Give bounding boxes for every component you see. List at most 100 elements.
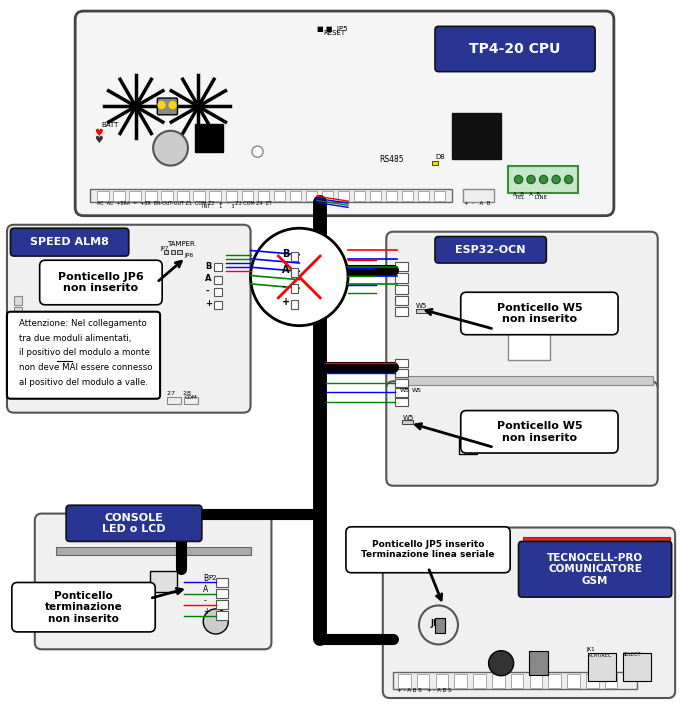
- Text: W5: W5: [416, 303, 427, 309]
- Bar: [395, 388, 408, 397]
- Text: P2: P2: [209, 575, 217, 580]
- Text: TP4-20 CPU: TP4-20 CPU: [469, 42, 561, 56]
- FancyBboxPatch shape: [10, 228, 129, 256]
- FancyBboxPatch shape: [12, 583, 155, 632]
- Bar: [90, 189, 452, 201]
- Text: TEL      LINE: TEL LINE: [513, 195, 547, 200]
- Bar: [113, 191, 125, 201]
- Text: -: -: [203, 597, 206, 605]
- Bar: [291, 268, 298, 277]
- Text: SELECT: SELECT: [623, 653, 642, 658]
- Bar: [193, 191, 205, 201]
- Bar: [452, 113, 501, 158]
- Text: W5: W5: [412, 387, 422, 393]
- Bar: [322, 191, 333, 201]
- Bar: [214, 300, 222, 309]
- Text: AC  AC  +8RA  =  +8R  BR-OUT-OUT Z1  COM Z2   +   -    Z3 COM Z4  ZT: AC AC +8RA = +8R BR-OUT-OUT Z1 COM Z2 + …: [97, 201, 272, 206]
- Circle shape: [158, 102, 165, 108]
- Circle shape: [419, 605, 458, 644]
- Text: PLAY/REC: PLAY/REC: [588, 653, 611, 658]
- Bar: [164, 250, 168, 254]
- Text: ESP32-OCN: ESP32-OCN: [455, 245, 526, 255]
- Text: SPEED ALM8: SPEED ALM8: [30, 237, 109, 247]
- Bar: [395, 274, 408, 283]
- Bar: [395, 359, 408, 368]
- Bar: [395, 398, 408, 407]
- Bar: [432, 160, 438, 165]
- Bar: [402, 421, 413, 424]
- Bar: [242, 191, 253, 201]
- Bar: [567, 674, 580, 688]
- Text: +: +: [282, 298, 290, 308]
- Bar: [395, 369, 408, 377]
- Text: JP5: JP5: [430, 619, 445, 629]
- Circle shape: [153, 131, 188, 165]
- Bar: [586, 674, 599, 688]
- Bar: [274, 191, 285, 201]
- Circle shape: [251, 228, 348, 326]
- Bar: [70, 524, 97, 531]
- Bar: [14, 317, 22, 326]
- Text: W5: W5: [402, 414, 413, 421]
- Text: D8: D8: [435, 154, 445, 160]
- FancyBboxPatch shape: [519, 542, 672, 597]
- Text: JK1: JK1: [587, 648, 595, 653]
- Bar: [14, 296, 22, 305]
- Bar: [118, 524, 146, 531]
- Bar: [214, 263, 222, 271]
- Bar: [386, 191, 397, 201]
- Text: Ponticello JP6
non inserito: Ponticello JP6 non inserito: [58, 271, 144, 293]
- Bar: [418, 191, 429, 201]
- Bar: [160, 524, 188, 531]
- FancyBboxPatch shape: [7, 312, 160, 399]
- Bar: [290, 191, 301, 201]
- Bar: [508, 165, 578, 194]
- Circle shape: [169, 102, 176, 108]
- Bar: [530, 674, 542, 688]
- Text: JP6: JP6: [184, 253, 193, 259]
- FancyBboxPatch shape: [386, 381, 658, 486]
- Text: Ponticello W5
non inserito: Ponticello W5 non inserito: [496, 421, 583, 443]
- Text: 27    28: 27 28: [167, 391, 191, 396]
- Bar: [623, 653, 651, 681]
- Text: INT      1      3: INT 1 3: [202, 204, 235, 209]
- Bar: [459, 437, 477, 455]
- Bar: [129, 191, 141, 201]
- Bar: [395, 285, 408, 293]
- Bar: [167, 397, 181, 404]
- Text: Attenzione: Nel collegamento: Attenzione: Nel collegamento: [19, 319, 148, 328]
- Bar: [454, 674, 467, 688]
- Text: non deve MAI essere connesso: non deve MAI essere connesso: [19, 363, 153, 372]
- Text: il positivo del modulo a monte: il positivo del modulo a monte: [19, 349, 150, 357]
- Text: -: -: [205, 286, 209, 296]
- FancyBboxPatch shape: [35, 513, 271, 649]
- Circle shape: [527, 175, 535, 184]
- Text: + - A B S   + - A B S: + - A B S + - A B S: [397, 689, 451, 694]
- Bar: [473, 674, 486, 688]
- Circle shape: [552, 175, 560, 184]
- Bar: [150, 571, 177, 592]
- Text: RS485: RS485: [379, 155, 404, 164]
- Bar: [463, 440, 473, 451]
- Bar: [417, 674, 429, 688]
- Bar: [463, 189, 494, 201]
- Bar: [214, 276, 222, 284]
- Bar: [395, 376, 653, 385]
- FancyBboxPatch shape: [7, 225, 251, 413]
- Text: Ponticello JP5 inserito
Terminazione linea seriale: Ponticello JP5 inserito Terminazione lin…: [361, 540, 495, 559]
- Circle shape: [496, 439, 506, 449]
- Bar: [588, 653, 616, 681]
- Text: -: -: [282, 281, 286, 291]
- Text: A  B   A  B: A B A B: [513, 192, 540, 197]
- Bar: [398, 674, 411, 688]
- Bar: [354, 191, 365, 201]
- Bar: [56, 547, 251, 555]
- FancyBboxPatch shape: [461, 292, 618, 334]
- Bar: [14, 307, 22, 315]
- Bar: [209, 191, 221, 201]
- Bar: [434, 191, 445, 201]
- Circle shape: [514, 175, 523, 184]
- Bar: [416, 309, 427, 313]
- Bar: [605, 674, 617, 688]
- Text: +: +: [205, 299, 212, 308]
